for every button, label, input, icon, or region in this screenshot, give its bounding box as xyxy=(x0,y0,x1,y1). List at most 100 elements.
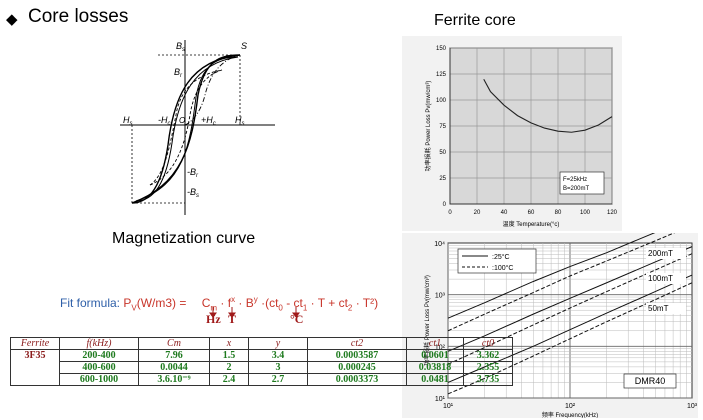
label-hs-left: Hs xyxy=(123,115,133,127)
cell: 3.735 xyxy=(463,373,513,386)
legend-100c: :100°C xyxy=(492,264,513,272)
cell: 0.0003587 xyxy=(307,349,407,362)
y-tick-label: 150 xyxy=(436,46,447,52)
fit-formula: Fit formula: PV(W/m3) = Cm · fx · By ·(c… xyxy=(60,295,378,312)
legend-25c: :25°C xyxy=(492,253,510,261)
x-tick-label: 10³ xyxy=(687,403,698,410)
table-row: 600-1000 3.6.10⁻⁹ 2.4 2.7 0.0003373 0.04… xyxy=(11,373,513,386)
page-title: Core losses xyxy=(28,6,129,27)
curve-label: 50mT xyxy=(648,304,669,313)
formula-cm: C xyxy=(201,296,211,310)
y-tick-label: 10⁴ xyxy=(434,241,445,248)
cell: 0.000245 xyxy=(307,361,407,374)
formula-ct2: · T + ct xyxy=(307,296,348,310)
unit-t: T xyxy=(228,312,237,326)
curve-25c xyxy=(447,233,656,319)
cell: 0.0601 xyxy=(406,349,464,362)
unit-hz: Hz xyxy=(206,312,221,326)
label-neg-hc: -Hc xyxy=(158,115,171,127)
y-tick-label: 10¹ xyxy=(435,396,446,403)
label-origin: O xyxy=(179,116,185,125)
curve-25c xyxy=(447,246,693,352)
table-row: 400-600 0.0044 2 3 0.000245 0.03818 2.35… xyxy=(11,361,513,374)
cell: 0.03818 xyxy=(406,361,464,374)
y-tick-label: 75 xyxy=(439,124,446,130)
cell: 1.5 xyxy=(209,349,249,362)
formula-pv-sub: V xyxy=(131,303,137,313)
x-tick-label: 10² xyxy=(565,403,576,410)
cell: 3.4 xyxy=(248,349,308,362)
curve-label: 100mT xyxy=(648,274,673,283)
formula-arrows xyxy=(209,307,300,317)
loss-curve xyxy=(483,78,613,133)
col-y: y xyxy=(248,337,308,350)
x-tick-label: 20 xyxy=(474,210,481,216)
col-x: x xyxy=(209,337,249,350)
model-label: DMR40 xyxy=(635,376,666,386)
y-tick-label: 10³ xyxy=(435,293,446,300)
cell: 200-400 xyxy=(59,349,139,362)
cell: 2.355 xyxy=(463,361,513,374)
x-tick-label: 10¹ xyxy=(443,403,454,410)
cell: 0.0044 xyxy=(138,361,210,374)
formula-cm-sub: m xyxy=(210,303,218,313)
cell: 3 xyxy=(248,361,308,374)
ferrite-name: 3F35 xyxy=(10,349,60,386)
formula-b: · B xyxy=(235,296,254,310)
cell: 0.0003373 xyxy=(307,373,407,386)
col-f: f(kHz) xyxy=(59,337,139,350)
x-tick-label: 0 xyxy=(448,210,452,216)
x-axis-title: 频率 Frequency(kHz) xyxy=(542,411,598,418)
label-s: S xyxy=(241,41,247,51)
formula-ct1: - ct xyxy=(282,296,303,310)
formula-ct0-sub: 0 xyxy=(278,303,283,313)
cell: 600-1000 xyxy=(59,373,139,386)
unit-c: °C xyxy=(290,312,304,326)
y-axis-title: 功率损耗 Power Loss Pv(mw/cm³) xyxy=(423,275,431,366)
label-bs: Bs xyxy=(176,41,185,53)
coefficient-table: Ferrite f(kHz) Cm x y ct2 ct1 ct0 3F35 2… xyxy=(10,337,513,386)
formula-pv: P xyxy=(123,296,132,310)
y-tick-label: 100 xyxy=(436,98,447,104)
formula-end: · T²) xyxy=(352,296,379,310)
col-ct2: ct2 xyxy=(307,337,407,350)
cell: 2.4 xyxy=(209,373,249,386)
formula-prefix: Fit formula: xyxy=(60,296,124,310)
curve-100c xyxy=(447,233,676,332)
y-tick-label: 25 xyxy=(439,176,446,182)
table-header-row: Ferrite f(kHz) Cm x y ct2 ct1 ct0 xyxy=(10,337,513,350)
legend-freq: F=25kHz xyxy=(563,177,587,183)
cell: 400-600 xyxy=(59,361,139,374)
formula-pv-unit: (W/m3) = xyxy=(136,296,187,310)
formula-ct0: ·(ct xyxy=(257,296,279,310)
label-neg-bs: -Bs xyxy=(187,187,199,199)
cell: 0.0481 xyxy=(406,373,464,386)
x-tick-label: 120 xyxy=(607,210,618,216)
y-tick-label: 125 xyxy=(436,72,447,78)
y-tick-label: 0 xyxy=(443,202,447,208)
model-label-box xyxy=(623,373,677,389)
formula-f: · f xyxy=(217,296,232,310)
col-ct1: ct1 xyxy=(406,337,464,350)
formula-ct1-sub: 1 xyxy=(302,303,308,313)
x-axis-title: 温度 Temperature(°c) xyxy=(503,220,560,228)
diamond-icon: ◆ xyxy=(6,11,18,28)
col-cm: Cm xyxy=(138,337,210,350)
curve-label-bg xyxy=(646,248,686,259)
dmr40-chart: 10¹ 10² 10³10¹10²10³10⁴200mT100mT50mT:25°C… xyxy=(423,233,698,418)
formula-fx: x xyxy=(231,295,236,304)
x-tick-label: 40 xyxy=(501,210,508,216)
cell: 2 xyxy=(209,361,249,374)
table-row: 3F35 200-400 7.96 1.5 3.4 0.0003587 0.06… xyxy=(10,349,513,386)
formula-by: y xyxy=(253,295,258,304)
legend-b: B=200mT xyxy=(563,186,590,192)
cell: 2.7 xyxy=(248,373,308,386)
hysteresis-diagram: Bs Br S Hs -Hc O +Hc Hs -Br -Bs xyxy=(120,40,275,215)
curve-label-bg xyxy=(646,303,686,314)
legend-box xyxy=(457,248,537,274)
curve-label: 200mT xyxy=(648,249,673,258)
legend-box xyxy=(559,171,605,195)
y-axis-title: 功率损耗 Power Loss Pv(mw/cm³) xyxy=(424,81,432,172)
cell: 3.362 xyxy=(463,349,513,362)
col-ct0: ct0 xyxy=(463,337,513,350)
